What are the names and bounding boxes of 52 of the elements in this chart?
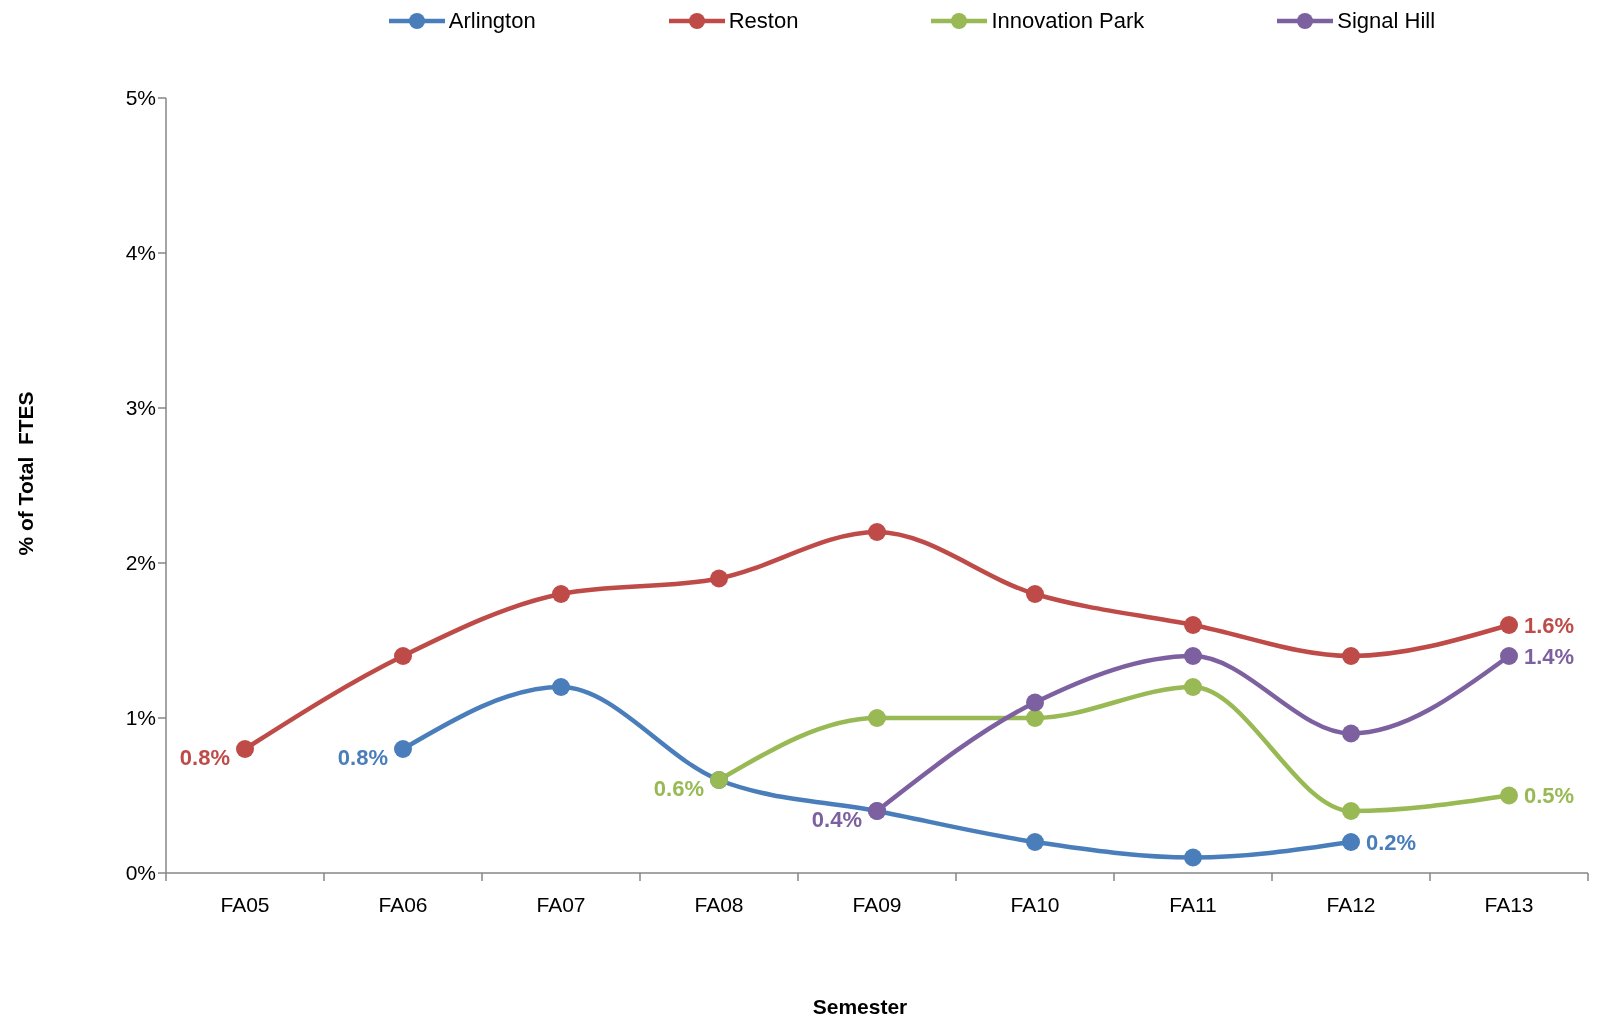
point [552, 585, 570, 603]
data-label: 0.2% [1366, 829, 1417, 855]
x-tick-label: FA08 [694, 893, 744, 917]
data-label: 0.8% [337, 744, 388, 770]
x-tick-label: FA13 [1484, 893, 1534, 917]
x-tick-label: FA07 [536, 893, 586, 917]
y-tick-label: 1% [125, 706, 156, 730]
y-tick-label: 4% [125, 241, 156, 265]
x-axis-title: Semester [812, 995, 908, 1018]
point [236, 740, 254, 758]
point [394, 647, 412, 665]
legend-label: Reston [728, 7, 799, 34]
data-label: 1.6% [1524, 612, 1575, 638]
data-label: 0.6% [653, 775, 704, 801]
point [868, 709, 886, 727]
y-axis-title: % of Total FTES [14, 391, 38, 556]
x-tick-label: FA06 [378, 893, 428, 917]
x-tick-label: FA10 [1010, 893, 1060, 917]
point [1342, 802, 1360, 820]
y-tick-label: 5% [125, 86, 156, 110]
point [1026, 833, 1044, 851]
point [1342, 833, 1360, 851]
point [1184, 678, 1202, 696]
point [552, 678, 570, 696]
legend-label: Signal Hill [1337, 7, 1436, 34]
point [1500, 647, 1518, 665]
point [1026, 693, 1044, 712]
point [710, 569, 728, 588]
point [1184, 616, 1202, 634]
data-label: 0.4% [811, 806, 862, 832]
data-label: 0.5% [1524, 783, 1575, 809]
data-label: 0.8% [179, 744, 230, 770]
point [394, 740, 412, 758]
point [1184, 647, 1202, 665]
y-tick-label: 3% [125, 396, 156, 420]
point [1500, 786, 1518, 805]
x-tick-label: FA05 [220, 893, 270, 917]
data-label: 1.4% [1524, 643, 1575, 669]
legend-label: Arlington [448, 7, 536, 34]
point [1026, 709, 1044, 727]
point [1026, 585, 1044, 603]
y-tick-label: 0% [125, 861, 156, 885]
point [868, 523, 886, 541]
x-tick-label: FA09 [852, 893, 902, 917]
legend-label: Innovation Park [991, 7, 1145, 34]
y-tick-label: 2% [125, 551, 156, 575]
point [1342, 724, 1360, 743]
point [1342, 647, 1360, 665]
point [1184, 848, 1202, 867]
x-tick-label: FA12 [1326, 893, 1376, 917]
point [1500, 616, 1518, 634]
x-tick-label: FA11 [1169, 893, 1217, 917]
